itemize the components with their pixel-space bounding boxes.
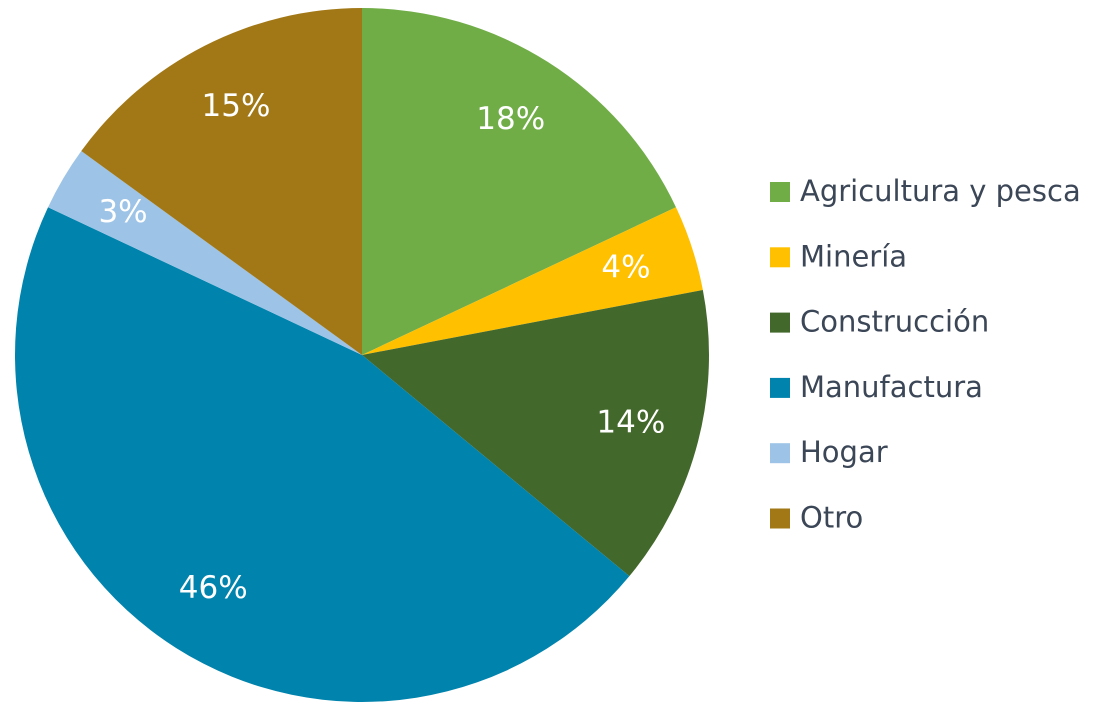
legend-label: Hogar xyxy=(800,435,888,469)
data-label: 46% xyxy=(179,570,248,606)
legend-label: Minería xyxy=(800,239,907,273)
legend-label: Agricultura y pesca xyxy=(800,174,1081,208)
data-label: 14% xyxy=(596,405,665,441)
data-label: 3% xyxy=(98,194,147,230)
legend-swatch xyxy=(770,443,790,464)
legend-swatch xyxy=(770,377,790,398)
pie-slice xyxy=(362,289,709,577)
data-label: 15% xyxy=(202,88,271,124)
pie-slice xyxy=(48,151,362,355)
pie-slice xyxy=(362,207,703,355)
legend-swatch xyxy=(770,182,790,202)
legend-swatch xyxy=(770,247,790,268)
legend-swatch xyxy=(770,312,790,333)
legend-label: Otro xyxy=(800,501,863,535)
pie-slice xyxy=(362,8,676,355)
legend-swatch xyxy=(770,508,790,529)
data-label: 4% xyxy=(601,250,650,286)
pie-slice xyxy=(15,207,630,702)
data-label: 18% xyxy=(476,101,545,137)
legend-label: Manufactura xyxy=(800,370,983,404)
legend-label: Construcción xyxy=(800,305,989,339)
pie-slice xyxy=(81,7,362,355)
